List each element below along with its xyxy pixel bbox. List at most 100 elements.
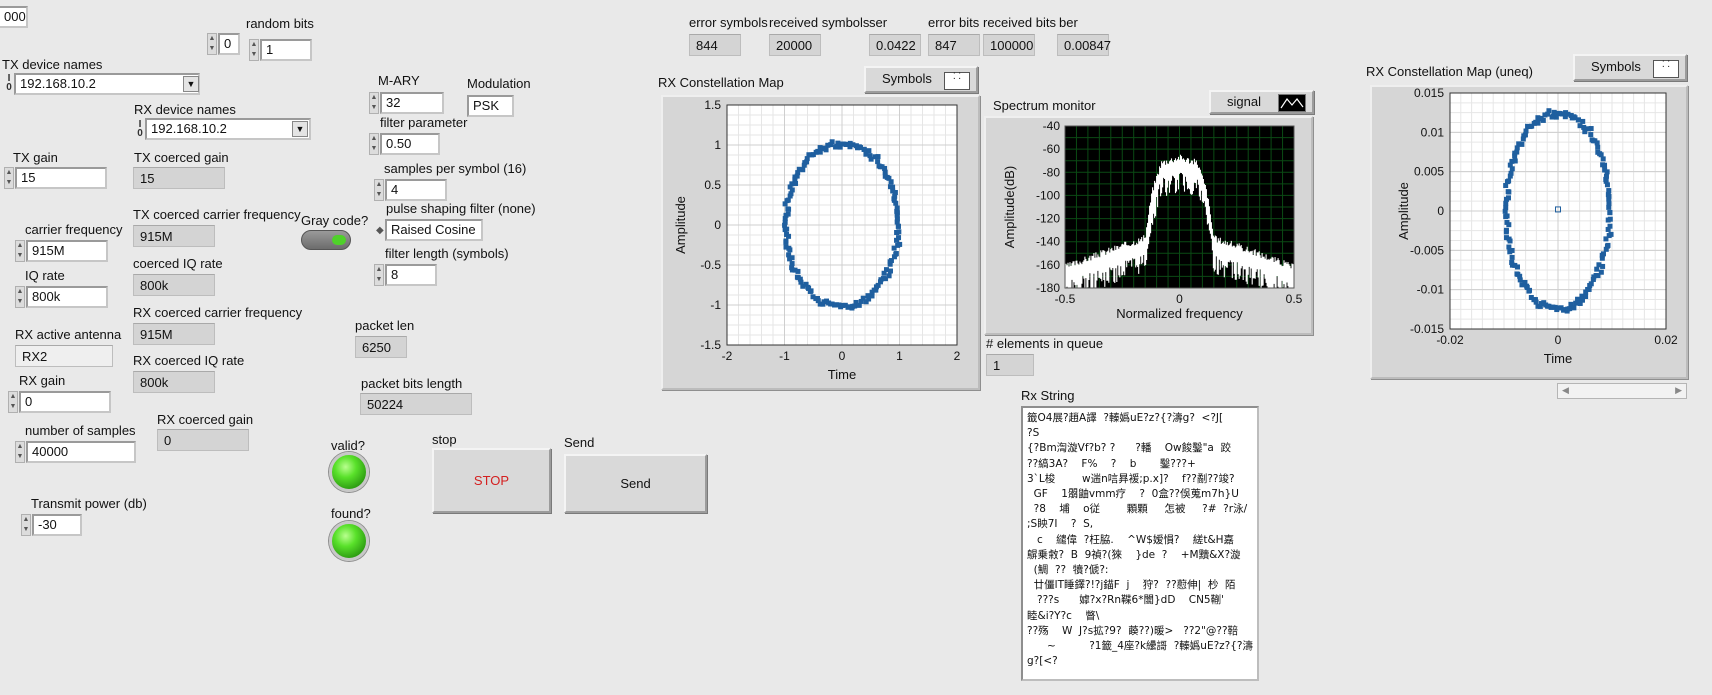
constellation-point [808,288,814,294]
rx-device-names-field[interactable]: 192.168.10.2 [145,118,311,140]
constellation-point [1508,170,1514,176]
increment-arrow-icon[interactable]: ▲ [16,443,24,450]
transmit-power-field[interactable]: -30 [32,514,82,536]
tx-device-names-field[interactable]: 192.168.10.2 [14,73,200,95]
carrier-frequency-field[interactable]: 915M [26,240,108,262]
horizontal-scrollbar[interactable]: ◀ ▶ [1557,383,1687,399]
received-symbols-label: received symbols [769,15,870,30]
rx-constellation-symbols-button[interactable]: Symbols ⁚ ⁚ [864,66,978,93]
decrement-arrow-icon[interactable]: ▼ [370,145,378,152]
random-bits-seed-field[interactable]: 0 [218,33,240,55]
transmit-power-spin[interactable]: ▲ ▼ [21,514,31,536]
random-bits-spin-a[interactable]: ▲ ▼ [207,33,217,55]
gray-code-toggle[interactable] [301,230,351,250]
constellation-point [858,298,864,304]
ring-selector-icon[interactable]: ◆ [376,225,384,236]
decrement-arrow-icon[interactable]: ▼ [370,104,378,111]
tx-gain-field[interactable]: 15 [15,167,107,189]
chevron-down-icon[interactable]: ▼ [292,121,308,137]
packet-len-label: packet len [355,318,415,333]
carrier-frequency-spin[interactable]: ▲ ▼ [15,240,25,262]
decrement-arrow-icon[interactable]: ▼ [16,252,24,259]
samples-per-symbol-spin[interactable]: ▲ ▼ [374,179,384,201]
constellation-point [1575,117,1581,123]
rx-gain-field[interactable]: 0 [19,391,111,413]
decrement-arrow-icon[interactable]: ▼ [16,298,24,305]
y-tick-label: -40 [1043,119,1061,133]
increment-arrow-icon[interactable]: ▲ [22,516,30,523]
decrement-arrow-icon[interactable]: ▼ [375,276,383,283]
constellation-point [1506,222,1512,228]
constellation-point [795,170,801,176]
increment-arrow-icon[interactable]: ▲ [208,35,216,42]
decrement-arrow-icon[interactable]: ▼ [375,191,383,198]
spectrum-panel: -0.5 0 0.5 -40 -60 -80 -100 -120 -140 -160 -180 Nor… [984,116,1313,335]
m-ary-field[interactable]: 32 [380,92,444,114]
tx-gain-spin[interactable]: ▲ ▼ [4,167,14,189]
decrement-arrow-icon[interactable]: ▼ [208,45,216,52]
y-tick-label: -180 [1036,281,1060,295]
decrement-arrow-icon[interactable]: ▼ [250,51,258,58]
spectrum-legend-button[interactable]: signal [1209,90,1314,114]
constellation-point [1577,300,1583,306]
constellation-point [1594,266,1600,272]
scroll-right-icon[interactable]: ▶ [1675,385,1682,395]
filter-length-field[interactable]: 8 [385,264,437,286]
increment-arrow-icon[interactable]: ▲ [370,135,378,142]
constellation-point [1517,273,1523,279]
increment-arrow-icon[interactable]: ▲ [370,94,378,101]
increment-arrow-icon[interactable]: ▲ [5,169,13,176]
increment-arrow-icon[interactable]: ▲ [16,288,24,295]
constellation-point [1588,281,1594,287]
spectrum-chart: -0.5 0 0.5 -40 -60 -80 -100 -120 -140 -160 -180 Nor… [1002,119,1303,321]
random-bits-spin-b[interactable]: ▲ ▼ [249,39,259,61]
rx-gain-spin[interactable]: ▲ ▼ [8,391,18,413]
constellation-point [1589,137,1595,143]
samples-per-symbol-field[interactable]: 4 [385,179,447,201]
increment-arrow-icon[interactable]: ▲ [250,41,258,48]
constellation-point [1522,279,1528,285]
pulse-shaping-filter-field[interactable]: Raised Cosine [385,219,483,241]
modulation-field[interactable]: PSK [467,95,514,117]
decrement-arrow-icon[interactable]: ▼ [9,403,17,410]
send-button[interactable]: Send [564,454,707,513]
filter-parameter-field[interactable]: 0.50 [380,133,440,155]
y-tick-label: -1 [710,298,721,312]
constellation-point [1515,264,1521,270]
decrement-arrow-icon[interactable]: ▼ [5,179,13,186]
stop-button[interactable]: STOP [432,448,551,513]
rx-string-line: {?Bm渹漩Vf?b? ? ?轓 Ow餕鑿"a 跤 [1027,442,1232,455]
y-tick-label: 0.01 [1421,125,1445,139]
number-of-samples-spin[interactable]: ▲ ▼ [15,441,25,463]
scroll-left-icon[interactable]: ◀ [1562,385,1569,395]
iq-rate-spin[interactable]: ▲ ▼ [15,286,25,308]
decrement-arrow-icon[interactable]: ▼ [22,526,30,533]
top-left-field[interactable]: 000 [0,6,28,28]
m-ary-spin[interactable]: ▲ ▼ [369,92,379,114]
random-bits-field[interactable]: 1 [260,39,312,61]
constellation-point [829,139,835,145]
increment-arrow-icon[interactable]: ▲ [375,181,383,188]
y-tick-label: -60 [1043,142,1061,156]
elements-in-queue-label: # elements in queue [986,336,1104,351]
constellation-point [1595,149,1601,155]
constellation-point [866,148,872,154]
transmit-power-label: Transmit power (db) [31,496,147,511]
constellation-point [1606,201,1612,207]
increment-arrow-icon[interactable]: ▲ [375,266,383,273]
constellation-point [835,140,841,146]
rx-constellation-uneq-title: RX Constellation Map (uneq) [1366,64,1533,79]
filter-parameter-spin[interactable]: ▲ ▼ [369,133,379,155]
x-axis-label: Normalized frequency [1116,306,1243,321]
chevron-down-icon[interactable]: ▼ [183,76,199,92]
increment-arrow-icon[interactable]: ▲ [16,242,24,249]
increment-arrow-icon[interactable]: ▲ [9,393,17,400]
iq-rate-field[interactable]: 800k [26,286,108,308]
constellation-point [782,222,788,228]
constellation-point [895,223,901,229]
rx-active-antenna-field[interactable]: RX2 [15,345,113,367]
rx-constellation-uneq-symbols-button[interactable]: Symbols ⁚ ⁚ [1573,54,1687,81]
number-of-samples-field[interactable]: 40000 [26,441,136,463]
filter-length-spin[interactable]: ▲ ▼ [374,264,384,286]
decrement-arrow-icon[interactable]: ▼ [16,453,24,460]
